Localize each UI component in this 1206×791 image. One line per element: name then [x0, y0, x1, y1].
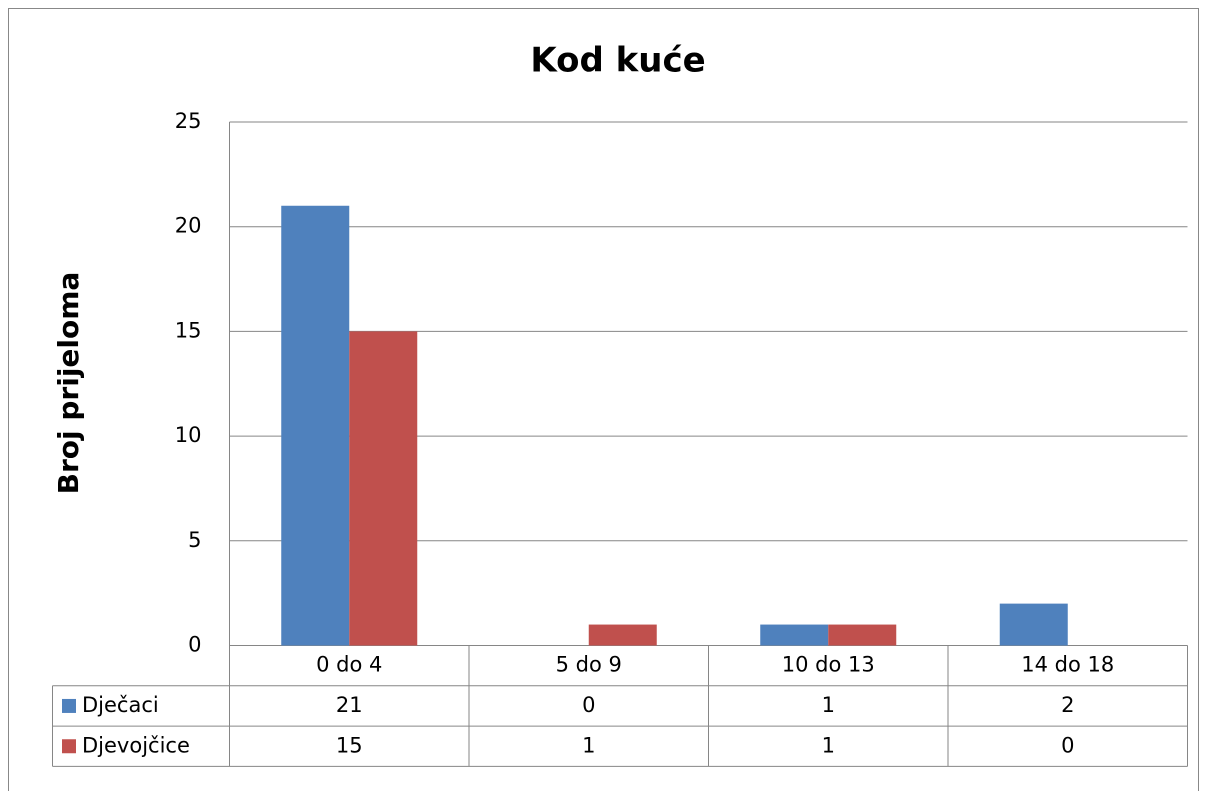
y-tick-label: 5 [188, 528, 201, 552]
y-tick-label: 0 [188, 633, 201, 657]
table-value: 0 [1061, 733, 1074, 757]
legend-label: Djevojčice [82, 733, 190, 757]
y-tick-label: 15 [175, 318, 202, 342]
chart-border [8, 8, 1199, 791]
bar [281, 205, 350, 646]
legend-key [62, 739, 76, 754]
bar [349, 331, 418, 646]
x-tick-label: 5 do 9 [556, 653, 622, 677]
y-axis-label: Broj prijeloma [52, 272, 85, 495]
table-value: 0 [582, 693, 595, 717]
table-value: 21 [336, 693, 363, 717]
bar [999, 603, 1068, 646]
table-value: 15 [336, 733, 363, 757]
table-value: 2 [1061, 693, 1074, 717]
bar [828, 624, 897, 646]
bar [760, 624, 829, 646]
y-tick-label: 25 [175, 109, 202, 133]
x-tick-label: 0 do 4 [316, 653, 382, 677]
bar [588, 624, 657, 646]
table-value: 1 [582, 733, 595, 757]
table-value: 1 [822, 733, 835, 757]
x-tick-label: 10 do 13 [782, 653, 875, 677]
chart-title: Kod kuće [530, 41, 705, 81]
table-value: 1 [822, 693, 835, 717]
legend-label: Dječaci [82, 693, 159, 717]
x-tick-label: 14 do 18 [1021, 653, 1114, 677]
y-tick-label: 20 [175, 214, 202, 238]
legend-key [62, 698, 76, 713]
y-tick-label: 10 [175, 423, 202, 447]
